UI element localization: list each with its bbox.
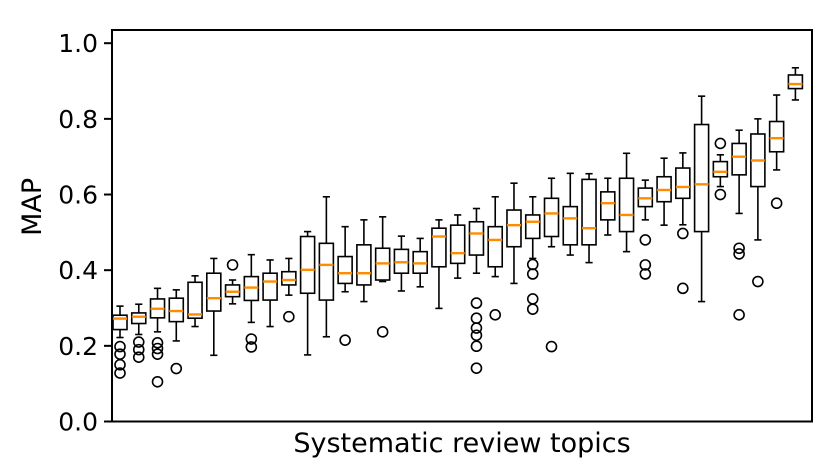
box-iqr: [187, 281, 203, 320]
outlier-point: [733, 248, 745, 260]
box-iqr: [318, 242, 335, 301]
outlier-point: [545, 340, 558, 353]
box-iqr: [562, 205, 579, 246]
plot-frame: [111, 29, 813, 423]
outlier-point: [733, 309, 745, 321]
box-iqr: [506, 209, 522, 248]
box-iqr: [337, 255, 353, 285]
outlier-point: [132, 336, 145, 348]
outlier-point: [226, 259, 239, 271]
outlier-point: [283, 310, 295, 323]
outlier-point: [639, 259, 652, 271]
box-iqr: [299, 235, 316, 295]
outlier-point: [132, 351, 145, 363]
y-tick-label: 0.0: [58, 408, 98, 437]
outlier-point: [114, 348, 126, 360]
outlier-point: [114, 340, 126, 353]
outlier-point: [114, 358, 126, 371]
box-iqr: [356, 244, 372, 286]
outlier-point: [470, 322, 483, 334]
outlier-point: [376, 326, 389, 338]
outlier-point: [470, 362, 483, 374]
outlier-point: [714, 137, 727, 150]
box-iqr: [487, 225, 504, 268]
outlier-point: [770, 197, 783, 210]
outlier-point: [470, 340, 483, 353]
outlier-point: [526, 258, 539, 271]
box-iqr: [524, 214, 541, 240]
outlier-point: [470, 297, 483, 309]
outlier-point: [526, 268, 539, 280]
outlier-point: [470, 329, 483, 342]
box-iqr: [206, 272, 222, 312]
y-tick-label: 0.6: [58, 181, 98, 210]
box-iqr: [599, 191, 616, 221]
box-iqr: [675, 167, 691, 200]
outlier-point: [151, 342, 164, 355]
outlier-point: [677, 282, 689, 295]
box-iqr: [468, 220, 485, 256]
y-tick-label: 0.8: [58, 105, 98, 134]
outlier-point: [733, 242, 745, 255]
outlier-point: [714, 188, 727, 201]
outlier-point: [114, 367, 126, 379]
box-iqr: [112, 314, 128, 331]
x-axis-label: Systematic review topics: [293, 428, 631, 459]
box-iqr: [731, 142, 747, 176]
box-iqr: [787, 74, 804, 90]
outlier-point: [677, 227, 689, 240]
outlier-point: [245, 341, 258, 353]
outlier-point: [470, 312, 483, 325]
y-axis-label: MAP: [17, 177, 49, 236]
y-tick-label: 0.2: [58, 332, 98, 361]
box-iqr: [431, 227, 447, 268]
y-tick-label: 0.4: [58, 256, 98, 285]
box-iqr: [693, 123, 710, 233]
outlier-point: [526, 293, 539, 305]
outlier-point: [639, 234, 652, 246]
y-tick-label: 1.0: [58, 29, 98, 58]
box-iqr: [581, 178, 597, 246]
box-iqr: [262, 272, 278, 301]
outlier-point: [151, 348, 164, 360]
outlier-point: [639, 268, 652, 280]
outlier-point: [151, 337, 164, 349]
outlier-point: [489, 309, 502, 321]
box-iqr: [281, 270, 297, 286]
box-iqr: [543, 197, 560, 238]
box-iqr: [618, 177, 635, 233]
box-iqr: [712, 160, 729, 178]
outlier-point: [132, 343, 145, 356]
outlier-point: [339, 334, 351, 346]
outlier-point: [752, 275, 764, 288]
box-iqr: [130, 312, 147, 325]
outlier-point: [245, 333, 258, 345]
outlier-point: [151, 375, 164, 388]
box-iqr: [449, 224, 466, 265]
box-iqr: [768, 120, 785, 153]
outlier-point: [170, 362, 183, 375]
outlier-point: [526, 303, 539, 315]
